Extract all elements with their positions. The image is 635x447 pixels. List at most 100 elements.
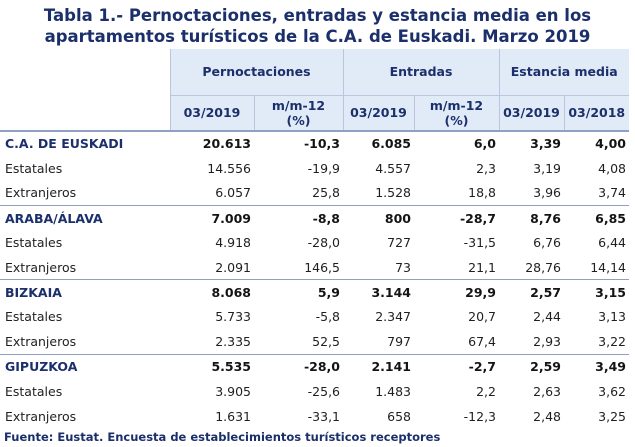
- table-cell: -28,7: [414, 204, 499, 231]
- row-label: BIZKAIA: [0, 279, 170, 305]
- table-cell: -2,7: [414, 353, 499, 379]
- table-cell: 2,93: [533, 334, 561, 350]
- table-row-region: GIPUZKOA 5.535 -28,0 2.141 -2,7 2,59 3,49: [0, 353, 629, 379]
- table-cell: 2,44: [533, 309, 561, 325]
- table-cell: 4.918: [215, 235, 251, 251]
- table-cell: 3,74: [598, 185, 626, 201]
- table-cell: 4.557: [375, 160, 411, 176]
- table-cell: -28,0: [307, 235, 340, 251]
- table-cell: 52,5: [312, 334, 340, 350]
- subheader-entradas-period: 03/2019: [342, 95, 414, 131]
- subheader-estancia-2018: 03/2018: [563, 95, 629, 131]
- table-cell: 3,13: [598, 309, 626, 325]
- table-cell: 14,14: [590, 259, 626, 275]
- header-corner-sub: [0, 95, 170, 131]
- table-cell: 6.057: [215, 185, 251, 201]
- table-cell: 727: [387, 235, 411, 251]
- table-cell: 658: [387, 408, 411, 424]
- table-cell: 20.613: [170, 130, 254, 156]
- table-cell: 2.347: [375, 309, 411, 325]
- table-row-region: BIZKAIA 8.068 5,9 3.144 29,9 2,57 3,15: [0, 279, 629, 305]
- table-cell: 29,9: [414, 279, 499, 305]
- table-cell: 2,3: [476, 160, 496, 176]
- table-title: Tabla 1.- Pernoctaciones, entradas y est…: [0, 5, 635, 47]
- subheader-entradas-change: m/m-12 (%): [413, 95, 499, 131]
- table-cell: 146,5: [304, 259, 340, 275]
- table-row-region: C.A. DE EUSKADI 20.613 -10,3 6.085 6,0 3,39 4,…: [0, 130, 629, 156]
- subheader-change-line1: m/m-12: [429, 97, 484, 113]
- table-row: Estatales 14.556 -19,9 4.557 2,3 3,19 4,08: [0, 156, 629, 181]
- table-cell: -31,5: [463, 235, 496, 251]
- table-cell: 8,76: [499, 204, 564, 231]
- row-label: ARABA/ÁLAVA: [0, 204, 170, 231]
- table-cell: 6,76: [533, 235, 561, 251]
- table-cell: 8.068: [170, 279, 254, 305]
- row-label: Extranjeros: [5, 408, 77, 424]
- header-row-groups: Pernoctaciones Entradas Estancia media: [0, 49, 629, 96]
- table-row: Estatales 4.918 -28,0 727 -31,5 6,76 6,44: [0, 230, 629, 255]
- table-cell: 2.141: [343, 353, 414, 379]
- table-cell: 2.091: [215, 259, 251, 275]
- group-header-entradas: Entradas: [342, 49, 499, 96]
- table-cell: 2,59: [499, 353, 564, 379]
- table-cell: 3,39: [499, 130, 564, 156]
- row-label: Extranjeros: [5, 334, 77, 350]
- table-cell: 2,63: [533, 383, 561, 399]
- row-label: C.A. DE EUSKADI: [0, 130, 170, 156]
- row-label: Extranjeros: [5, 259, 77, 275]
- table-cell: 5.733: [215, 309, 251, 325]
- subheader-pernoctaciones-period: 03/2019: [169, 95, 254, 131]
- table-cell: 73: [395, 259, 411, 275]
- table-cell: 2.335: [215, 334, 251, 350]
- header-row-sub: 03/2019 m/m-12 (%) 03/2019 m/m-12 (%) 03…: [0, 95, 629, 131]
- table-cell: 7.009: [170, 204, 254, 231]
- table-row: Estatales 3.905 -25,6 1.483 2,2 2,63 3,62: [0, 379, 629, 404]
- subheader-estancia-2019: 03/2019: [498, 95, 564, 131]
- table-cell: 2,48: [533, 408, 561, 424]
- subheader-change-line2: (%): [444, 112, 469, 128]
- table-cell: 797: [387, 334, 411, 350]
- table-cell: 3,19: [533, 160, 561, 176]
- table-body: C.A. DE EUSKADI 20.613 -10,3 6.085 6,0 3,39 4,…: [0, 130, 629, 429]
- table-cell: 4,08: [598, 160, 626, 176]
- title-line-1: Tabla 1.- Pernoctaciones, entradas y est…: [43, 6, 592, 25]
- table-cell: 800: [343, 204, 414, 231]
- table-cell: 5.535: [170, 353, 254, 379]
- row-label: Estatales: [5, 383, 63, 399]
- title-line-2: apartamentos turísticos de la C.A. de Eu…: [44, 27, 591, 46]
- table-cell: 6,0: [414, 130, 499, 156]
- subheader-change-line1: m/m-12: [271, 97, 326, 113]
- table-cell: 1.631: [215, 408, 251, 424]
- group-header-pernoctaciones: Pernoctaciones: [169, 49, 343, 96]
- table-cell: 3.905: [215, 383, 251, 399]
- table-cell: -33,1: [307, 408, 340, 424]
- row-label: GIPUZKOA: [0, 353, 170, 379]
- subheader-pernoctaciones-change: m/m-12 (%): [253, 95, 343, 131]
- table-cell: 3,96: [533, 185, 561, 201]
- row-label: Extranjeros: [5, 185, 77, 201]
- source-note: Fuente: Eustat. Encuesta de establecimie…: [4, 430, 441, 444]
- table-row: Extranjeros 2.091 146,5 73 21,1 28,76 14,14: [0, 255, 629, 280]
- table-cell: 4,00: [564, 130, 629, 156]
- table-cell: 6,85: [564, 204, 629, 231]
- table-cell: -28,0: [254, 353, 343, 379]
- table-cell: 21,1: [468, 259, 496, 275]
- table-cell: -8,8: [254, 204, 343, 231]
- table-cell: -5,8: [315, 309, 340, 325]
- table-cell: 2,57: [499, 279, 564, 305]
- table-cell: 1.528: [375, 185, 411, 201]
- table-row-region: ARABA/ÁLAVA 7.009 -8,8 800 -28,7 8,76 6,85: [0, 204, 629, 231]
- table-cell: 28,76: [525, 259, 561, 275]
- table-cell: 3,62: [598, 383, 626, 399]
- table-cell: 2,2: [476, 383, 496, 399]
- table-cell: 3,25: [598, 408, 626, 424]
- table-cell: -12,3: [463, 408, 496, 424]
- row-label: Estatales: [5, 235, 63, 251]
- table-cell: 25,8: [312, 185, 340, 201]
- subheader-change-line2: (%): [286, 112, 311, 128]
- table-row: Estatales 5.733 -5,8 2.347 20,7 2,44 3,13: [0, 305, 629, 330]
- table-row: Extranjeros 6.057 25,8 1.528 18,8 3,96 3,74: [0, 181, 629, 206]
- table-cell: 3.144: [343, 279, 414, 305]
- table-cell: 3,49: [564, 353, 629, 379]
- table-cell: -10,3: [254, 130, 343, 156]
